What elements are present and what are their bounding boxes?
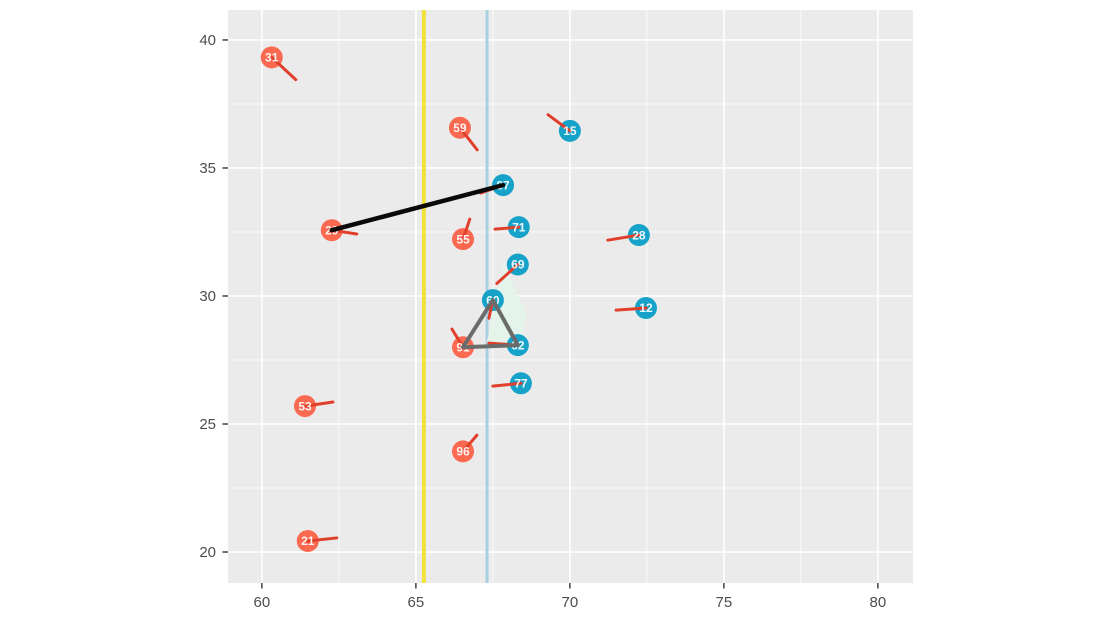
gray-triangle <box>461 298 520 350</box>
player-number-59: 59 <box>453 121 467 135</box>
direction-arrow-71 <box>493 225 521 231</box>
direction-arrow-59 <box>458 126 479 152</box>
y-axis-tick-label: 20 <box>199 544 216 561</box>
direction-arrow-69 <box>495 262 520 285</box>
y-axis-tick-label: 35 <box>199 160 216 177</box>
player-number-12: 12 <box>639 301 653 315</box>
direction-arrow-31 <box>270 55 298 82</box>
player-number-77: 77 <box>514 376 528 390</box>
player-number-31: 31 <box>265 51 279 65</box>
direction-arrow-21 <box>306 536 339 543</box>
player-number-69: 69 <box>511 258 525 272</box>
black-connection-line <box>329 182 506 233</box>
y-axis-tick-label: 25 <box>199 416 216 433</box>
direction-arrow-77 <box>491 381 523 388</box>
x-axis-tick-label: 65 <box>408 594 425 611</box>
player-number-28: 28 <box>632 228 646 242</box>
x-axis-tick-label: 75 <box>716 594 733 611</box>
player-number-55: 55 <box>456 232 470 246</box>
direction-arrow-12 <box>614 306 648 312</box>
direction-arrow-53 <box>303 400 335 408</box>
x-axis-tick-label: 60 <box>254 594 271 611</box>
direction-arrow-15 <box>546 113 572 133</box>
player-number-53: 53 <box>298 399 312 413</box>
player-number-71: 71 <box>512 220 526 234</box>
x-axis-tick-label: 80 <box>870 594 887 611</box>
player-number-96: 96 <box>456 445 470 459</box>
direction-arrow-91 <box>450 327 465 349</box>
mint-highlight-region <box>486 263 527 350</box>
y-axis-tick-label: 40 <box>199 32 216 49</box>
x-axis-tick-label: 70 <box>562 594 579 611</box>
direction-arrow-55 <box>461 217 472 241</box>
direction-arrow-28 <box>606 233 641 242</box>
player-number-21: 21 <box>301 534 315 548</box>
player-number-15: 15 <box>563 124 577 138</box>
y-axis-tick-label: 30 <box>199 288 216 305</box>
direction-arrow-96 <box>461 433 479 453</box>
